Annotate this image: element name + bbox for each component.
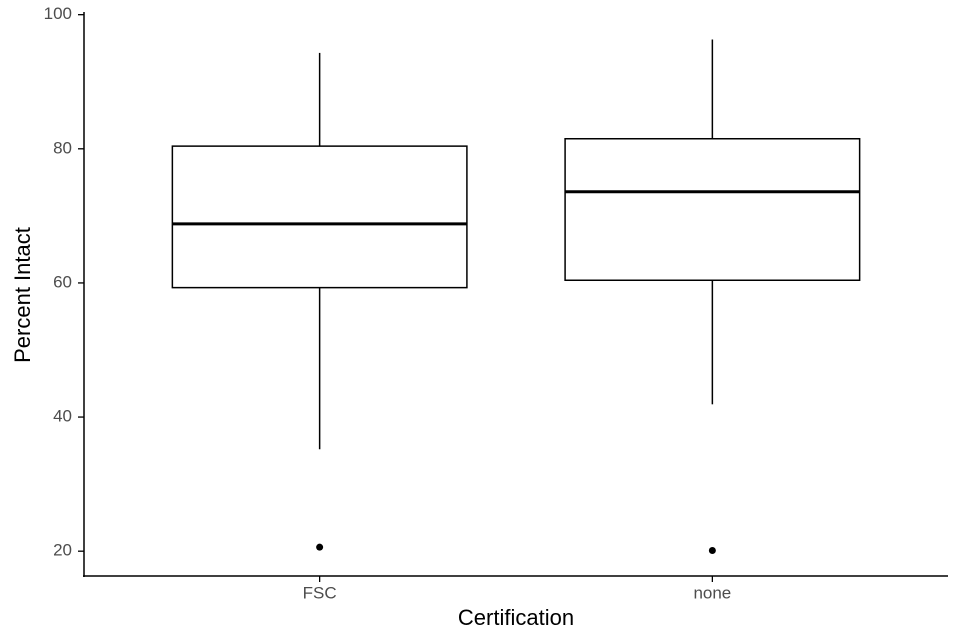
y-tick-label: 40 (53, 407, 72, 426)
box (171, 145, 468, 289)
y-tick-label: 100 (44, 4, 72, 23)
outlier (708, 547, 716, 555)
outlier (316, 543, 324, 551)
x-tick-label: none (693, 583, 731, 602)
y-axis-title: Percent Intact (10, 227, 35, 363)
y-tick-label: 60 (53, 272, 72, 291)
y-tick-label: 20 (53, 541, 72, 560)
x-axis-title: Certification (458, 605, 574, 630)
box (564, 137, 861, 282)
x-tick-label: FSC (303, 583, 337, 602)
y-tick-label: 80 (53, 138, 72, 157)
